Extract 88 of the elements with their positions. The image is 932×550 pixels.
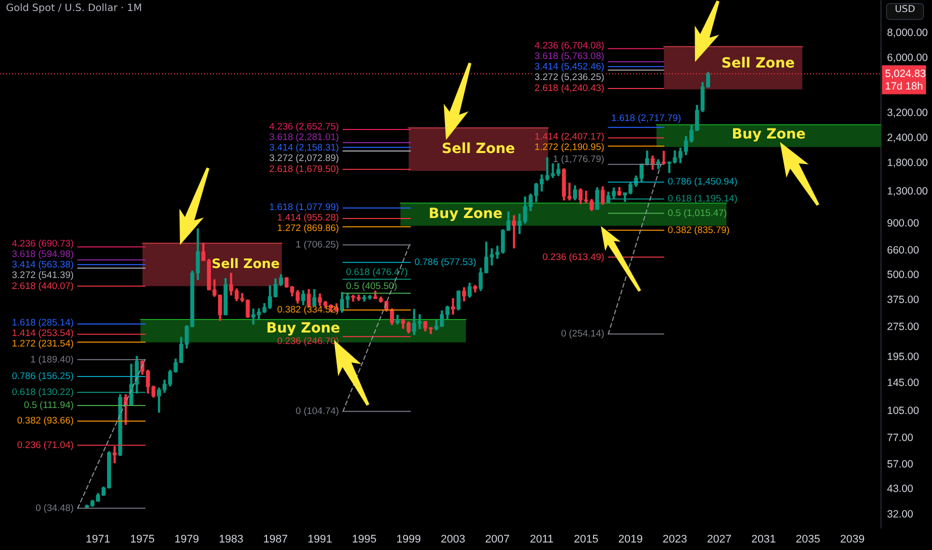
y-tick-label: 195.00 xyxy=(887,351,920,364)
series-label: 1.414 (955.28) xyxy=(277,212,339,224)
y-tick-label: 6,000.00 xyxy=(887,52,928,64)
series-label: 0.236 (71.04) xyxy=(17,440,74,451)
y-tick-label: 2,400.00 xyxy=(887,132,928,144)
x-tick-label: 1987 xyxy=(263,534,288,546)
series-label: 0.382 (835.79) xyxy=(668,224,730,236)
y-tick-label: 500.00 xyxy=(887,268,920,281)
series-label: 1 (706.25) xyxy=(296,240,339,251)
x-tick-label: 2023 xyxy=(662,534,688,546)
series-label: 0.618 (130.22) xyxy=(12,386,74,398)
x-tick-label: 1975 xyxy=(130,534,155,546)
series-label: 1.618 (1,077.99) xyxy=(269,202,339,213)
y-tick-label: 3,200.00 xyxy=(887,106,928,119)
series-label: 0.786 (156.25) xyxy=(12,371,74,382)
x-tick-label: 1999 xyxy=(396,534,421,546)
series-label: 0.382 (93.66) xyxy=(17,416,74,427)
series-label: Sell Zone xyxy=(212,257,280,272)
series-label: 3.414 (5,452.46) xyxy=(534,62,604,73)
x-tick-label: 2003 xyxy=(440,534,466,546)
series-label: 4.236 (6,704.08) xyxy=(534,40,604,52)
y-tick-label: 8,000.00 xyxy=(887,27,928,40)
x-tick-label: 2031 xyxy=(751,534,776,546)
y-tick-label: 275.00 xyxy=(887,321,920,334)
y-tick-label: 900.00 xyxy=(887,218,920,230)
x-tick-label: 1971 xyxy=(86,534,110,546)
series-label: 3.414 (2,158.31) xyxy=(269,142,339,154)
y-tick-label: 105.00 xyxy=(887,405,920,418)
y-tick-label: 57.00 xyxy=(887,458,914,470)
y-tick-label: 43.00 xyxy=(887,482,914,495)
y-tick-label: 375.00 xyxy=(887,294,920,306)
series-label: Buy Zone xyxy=(428,206,502,222)
x-tick-label: 2015 xyxy=(574,534,598,546)
series-label: 3.618 (2,281.01) xyxy=(269,132,339,143)
y-tick-label: 77.00 xyxy=(887,432,914,444)
x-tick-label: 2007 xyxy=(485,534,510,546)
series-label: 1.618 (285.14) xyxy=(12,318,74,329)
series-label: 3.272 (2,072.89) xyxy=(269,152,339,164)
series-label: 1.272 (869.86) xyxy=(277,222,339,234)
series-label: 1.272 (2,190.95) xyxy=(534,142,604,153)
series-label: Buy Zone xyxy=(732,126,806,142)
series-label: 4.236 (690.73) xyxy=(12,238,74,250)
series-label: Sell Zone xyxy=(721,55,795,72)
series-label: 3.618 (594.98) xyxy=(12,249,74,260)
x-tick-label: 1995 xyxy=(352,534,376,546)
x-tick-label: 2039 xyxy=(840,534,865,546)
series-label: 3.272 (5,236.25) xyxy=(534,72,604,84)
series-label: Sell Zone xyxy=(442,141,516,158)
series-label: 3.272 (541.39) xyxy=(12,270,74,282)
x-tick-label: 2019 xyxy=(618,534,643,546)
series-label: 1.272 (231.54) xyxy=(12,338,74,350)
series-label: 4.236 (2,652.75) xyxy=(269,122,339,132)
y-tick-label: 1,800.00 xyxy=(887,157,928,170)
y-tick-label: 660.00 xyxy=(887,244,920,257)
series-label: 0.5 (1,015.47) xyxy=(668,208,727,219)
series-label: 0.382 (334.52) xyxy=(277,304,339,316)
text: 17d 18h xyxy=(885,80,924,93)
y-tick-label: 1,300.00 xyxy=(887,186,928,198)
series-label: 1 (189.40) xyxy=(30,354,74,366)
series-label: 0.5 (111.94) xyxy=(24,400,74,412)
series-label: 0 (104.74) xyxy=(296,406,339,417)
series-label: 0 (254.14) xyxy=(560,328,604,340)
series-label: 0.786 (577.53) xyxy=(414,257,476,268)
chart-title: Gold Spot / U.S. Dollar · 1M xyxy=(6,3,142,14)
series-label: 2.618 (4,240.43) xyxy=(534,83,604,94)
y-tick-label: 145.00 xyxy=(887,376,920,389)
series-label: 0.236 (613.49) xyxy=(542,252,604,263)
series-label: 1.618 (2,717.79) xyxy=(611,112,682,124)
series-label: 1 (1,776.79) xyxy=(553,154,604,166)
x-tick-label: 2035 xyxy=(796,534,820,546)
x-tick-label: 1991 xyxy=(308,534,332,546)
x-tick-label: 2011 xyxy=(530,534,554,546)
series-label: 0 (34.48) xyxy=(36,502,74,514)
series-label: 3.414 (563.38) xyxy=(12,260,74,271)
y-axis-title: USD xyxy=(886,3,924,20)
x-tick-label: 1979 xyxy=(174,534,199,546)
series-label: 3.618 (5,763.08) xyxy=(534,51,604,62)
series-label: 1.414 (253.54) xyxy=(12,328,74,340)
y-tick-label: 32.00 xyxy=(887,508,914,521)
series-label: 0.5 (405.50) xyxy=(346,280,398,292)
series-label: 2.618 (1,679.50) xyxy=(269,164,339,175)
series-label: 0.618 (1,195.14) xyxy=(668,194,738,205)
x-tick-label: 1983 xyxy=(218,534,244,546)
series-label: 0.786 (1,450.94) xyxy=(668,176,738,188)
series-label: 2.618 (440.07) xyxy=(12,280,74,292)
series-label: Buy Zone xyxy=(266,320,340,336)
x-tick-label: 2027 xyxy=(706,534,732,546)
ref-line-label: 5,024.83 xyxy=(885,68,926,80)
